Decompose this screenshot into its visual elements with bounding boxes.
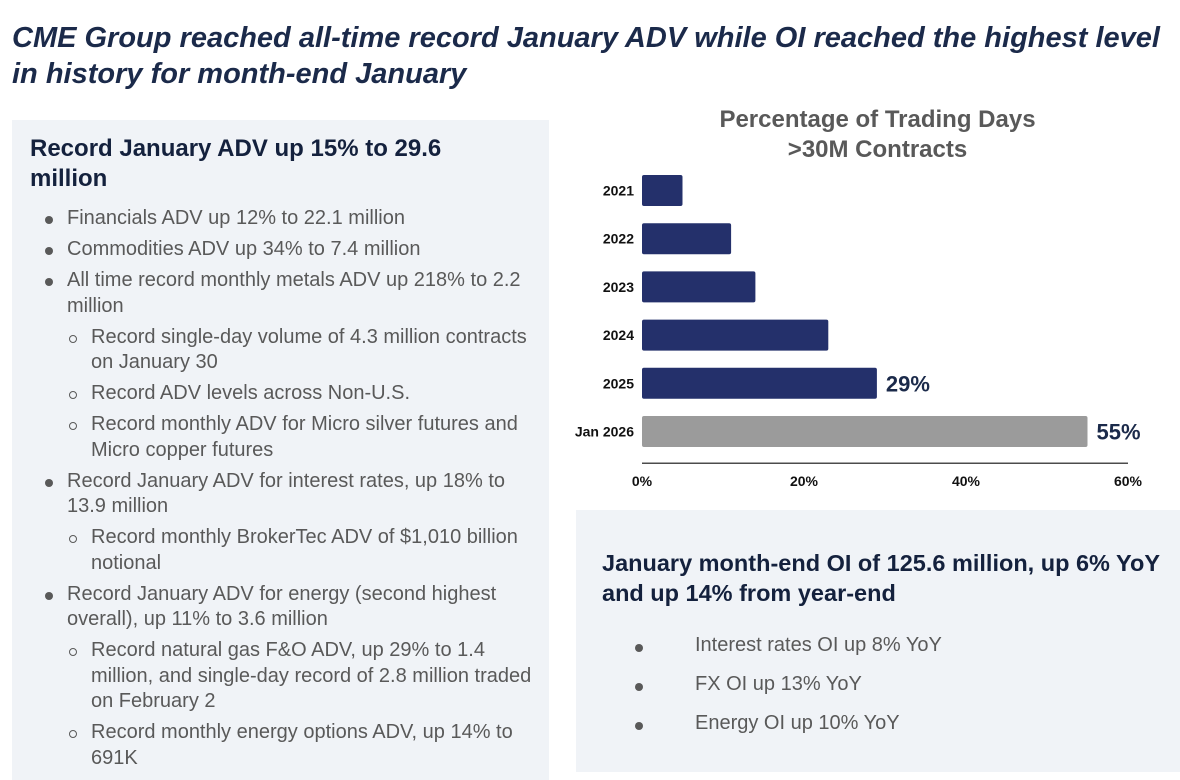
- category-label: 2021: [603, 183, 634, 199]
- bar-2023: [642, 271, 756, 303]
- adv-sub-bullet: Record natural gas F&O ADV, up 29% to 1.…: [12, 638, 549, 715]
- adv-bullet: All time record monthly metals ADV up 21…: [12, 268, 549, 319]
- trading-days-bar-chart: 2021 2022 2023 2024 2025 29% Jan 2026 55% 0% 20% 4…: [575, 175, 1143, 489]
- cut-off-slide-title: [0, 0, 10, 8]
- adv-bullet: Record January ADV for energy (second hi…: [12, 582, 549, 633]
- adv-panel: Record January ADV up 15% to 29.6 millio…: [12, 120, 549, 780]
- adv-heading: Record January ADV up 15% to 29.6 millio…: [30, 135, 442, 192]
- adv-bullet-list: Financials ADV up 12% to 22.1 million Com…: [12, 206, 549, 777]
- category-label: 2023: [603, 279, 634, 295]
- category-label: 2024: [603, 327, 634, 343]
- oi-bullet: FX OI up 13% YoY: [576, 673, 1176, 712]
- bar-2025: [642, 367, 877, 399]
- adv-bullet: Record January ADV for interest rates, u…: [12, 469, 549, 520]
- oi-heading: January month-end OI of 125.6 million, u…: [602, 550, 1160, 606]
- oi-bullet-list: Interest rates OI up 8% YoY FX OI up 13% …: [576, 634, 1176, 751]
- x-tick-label: 0%: [632, 473, 653, 489]
- adv-sub-bullet: Record ADV levels across Non-U.S.: [12, 381, 549, 407]
- x-tick-label: 60%: [1114, 473, 1143, 489]
- oi-bullet: Interest rates OI up 8% YoY: [576, 634, 1176, 673]
- chart-title-line-1: Percentage of Trading Days: [719, 106, 1036, 133]
- slide-subtitle: CME Group reached all-time record Januar…: [12, 22, 1160, 90]
- x-tick-label: 40%: [952, 473, 981, 489]
- chart-title: Percentage of Trading Days >30M Contract…: [640, 105, 1115, 165]
- adv-bullet: Financials ADV up 12% to 22.1 million: [12, 206, 549, 232]
- adv-sub-bullet: Record monthly BrokerTec ADV of $1,010 b…: [12, 525, 549, 576]
- data-label: 29%: [886, 371, 930, 396]
- oi-panel: January month-end OI of 125.6 million, u…: [576, 510, 1180, 772]
- category-label: 2022: [603, 231, 634, 247]
- data-label: 55%: [1097, 420, 1141, 445]
- adv-sub-bullet: Record single-day volume of 4.3 million …: [12, 325, 549, 376]
- adv-sub-bullet: Record monthly energy options ADV, up 14…: [12, 720, 549, 771]
- oi-bullet: Energy OI up 10% YoY: [576, 712, 1176, 751]
- bar-2024: [642, 319, 829, 351]
- category-label: Jan 2026: [575, 424, 634, 440]
- bar-2021: [642, 175, 683, 206]
- chart-title-line-2: >30M Contracts: [787, 136, 968, 163]
- bar-2022: [642, 223, 732, 255]
- bar-jan-2026: [642, 416, 1088, 447]
- x-tick-label: 20%: [790, 473, 819, 489]
- category-label: 2025: [603, 375, 634, 391]
- adv-sub-bullet: Record monthly ADV for Micro silver futu…: [12, 412, 549, 463]
- adv-bullet: Commodities ADV up 34% to 7.4 million: [12, 237, 549, 263]
